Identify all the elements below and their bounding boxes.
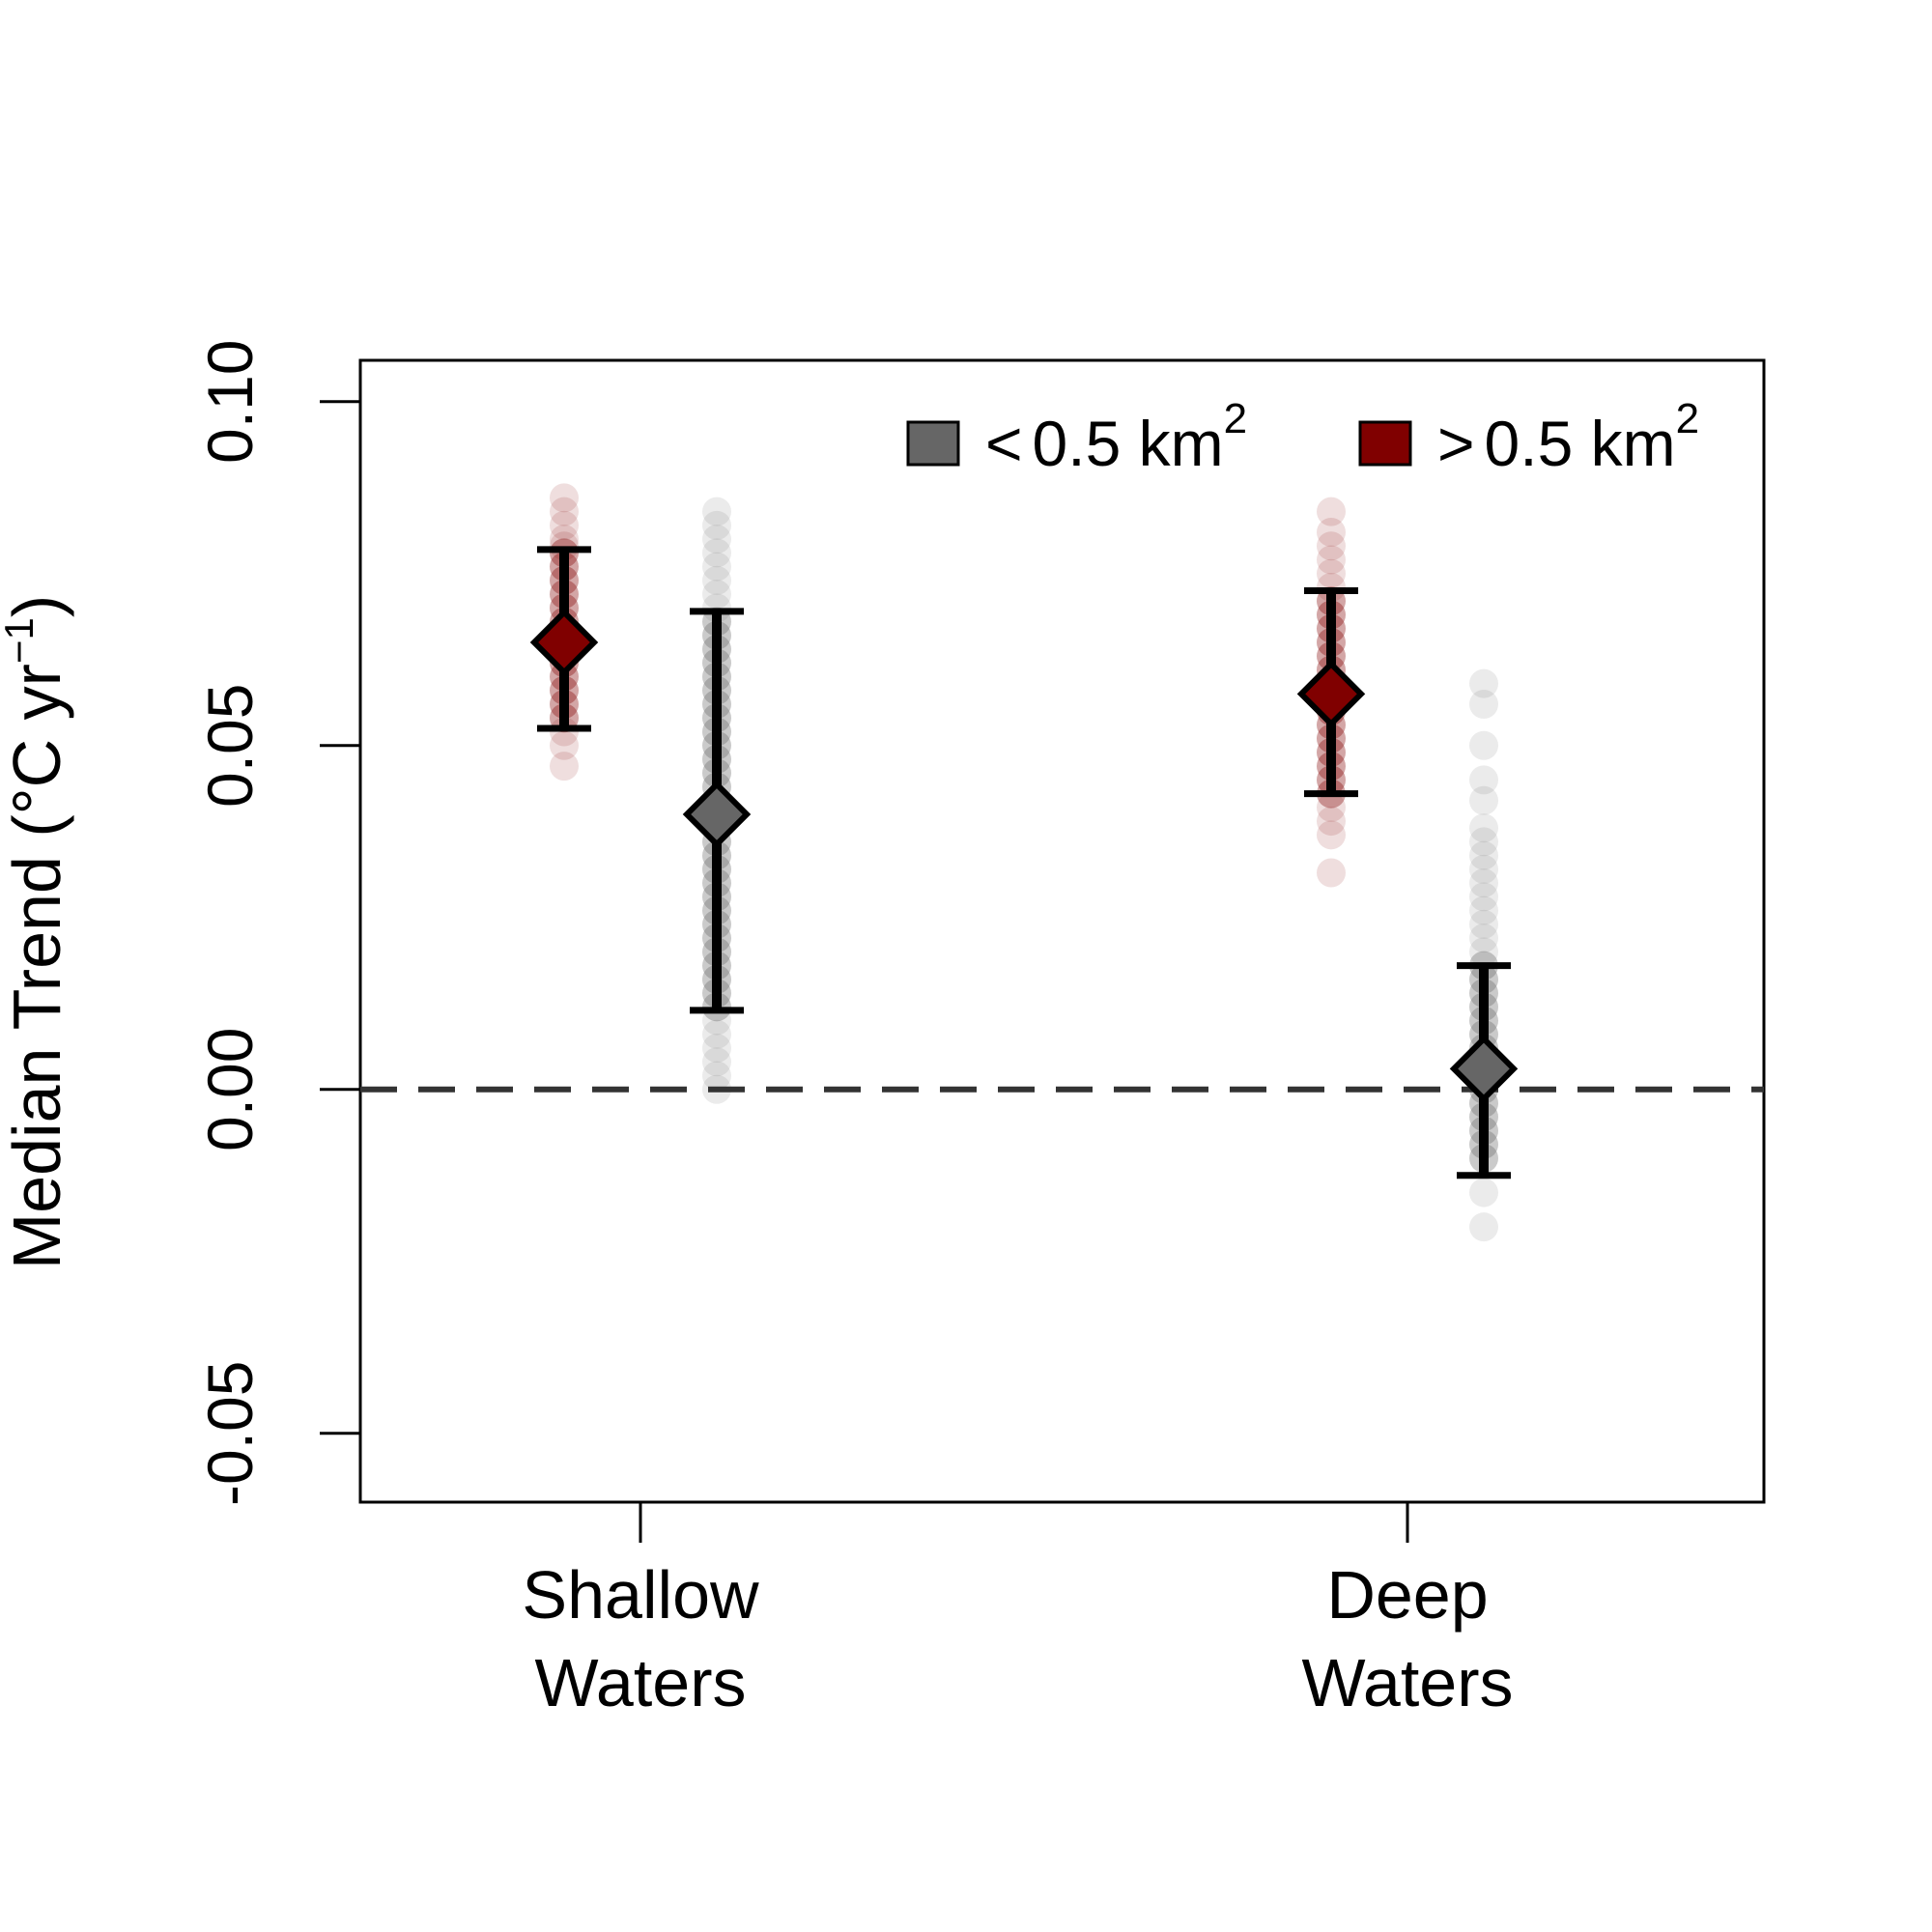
data-point: [1317, 497, 1346, 526]
data-point: [1469, 840, 1498, 870]
legend-superscript-large: 2: [1676, 395, 1699, 442]
legend-text-small: 0.5 km: [1033, 408, 1224, 479]
data-point: [702, 538, 731, 568]
x-tick-label-line1: Shallow: [522, 1557, 759, 1633]
median-marker: [1449, 1035, 1519, 1103]
data-point: [1317, 820, 1346, 850]
data-point: [702, 1034, 731, 1064]
x-tick-label-line1: Deep: [1326, 1557, 1488, 1633]
data-point: [1469, 909, 1498, 939]
x-tick-label-line2: Waters: [534, 1645, 746, 1720]
data-point: [550, 531, 579, 561]
data-point: [1317, 531, 1346, 561]
legend-superscript-small: 2: [1224, 395, 1247, 442]
y-axis-label-close: ): [0, 595, 74, 617]
y-tick-label: 0.05: [194, 684, 266, 808]
legend-symbol-small: <: [985, 408, 1023, 479]
legend-label-small: <0.5 km2: [985, 395, 1247, 479]
data-point: [1469, 785, 1498, 815]
data-point: [1317, 558, 1346, 588]
legend: <0.5 km2 >0.5 km2: [906, 395, 1699, 479]
y-axis-label: Median Trend (°C yr−1): [0, 595, 74, 1269]
y-tick-label: 0.10: [194, 339, 266, 463]
y-tick-label: -0.05: [194, 1361, 266, 1506]
data-point: [702, 1019, 731, 1049]
y-axis-label-degree: °: [0, 787, 74, 814]
data-point: [550, 483, 579, 513]
data-point: [1469, 923, 1498, 953]
data-point: [1317, 858, 1346, 888]
data-point: [1469, 937, 1498, 967]
data-point: [1317, 807, 1346, 837]
data-point: [1469, 882, 1498, 912]
median-marker: [682, 780, 752, 849]
y-axis: -0.05 0.00 0.05 0.10: [194, 339, 360, 1506]
legend-swatch-small: [906, 420, 960, 467]
data-point: [702, 1047, 731, 1077]
x-axis: Shallow Waters Deep Waters: [522, 1502, 1514, 1720]
y-axis-label-unit: C yr: [0, 664, 74, 787]
y-axis-label-exponent: −1: [0, 617, 42, 664]
data-point: [1469, 813, 1498, 843]
legend-label-large: >0.5 km2: [1437, 395, 1699, 479]
data-point: [550, 717, 579, 747]
data-point: [1469, 1212, 1498, 1242]
data-point: [1469, 895, 1498, 925]
data-point: [702, 580, 731, 610]
data-point: [1469, 668, 1498, 698]
data-point: [1469, 827, 1498, 857]
data-point: [1317, 792, 1346, 822]
legend-symbol-large: >: [1437, 408, 1475, 479]
data-point: [1469, 730, 1498, 760]
data-point: [1469, 868, 1498, 898]
data-point: [1317, 572, 1346, 602]
x-tick-label-line2: Waters: [1301, 1645, 1513, 1720]
median-layer: [529, 608, 1519, 1103]
median-marker: [529, 608, 599, 677]
data-point: [550, 497, 579, 526]
median-marker: [1296, 660, 1366, 728]
plot-frame: [358, 358, 1766, 1504]
data-point: [702, 510, 731, 540]
data-point: [550, 730, 579, 760]
data-point: [550, 752, 579, 781]
data-point: [1469, 690, 1498, 720]
points-layer: [550, 483, 1498, 1242]
y-tick-label: 0.00: [194, 1028, 266, 1151]
data-point: [702, 1061, 731, 1091]
legend-text-large: 0.5 km: [1485, 408, 1676, 479]
data-point: [702, 497, 731, 526]
data-point: [702, 552, 731, 582]
data-point: [702, 565, 731, 595]
data-point: [1469, 1178, 1498, 1208]
data-point: [550, 510, 579, 540]
data-point: [1317, 545, 1346, 575]
legend-swatch-large: [1358, 420, 1412, 467]
data-point: [1469, 765, 1498, 795]
data-point: [702, 525, 731, 554]
data-point: [1469, 854, 1498, 884]
data-point: [702, 593, 731, 623]
data-point: [1317, 518, 1346, 548]
y-axis-label-main: Median Trend (: [0, 814, 74, 1269]
errorbar-layer: [537, 546, 1511, 1179]
